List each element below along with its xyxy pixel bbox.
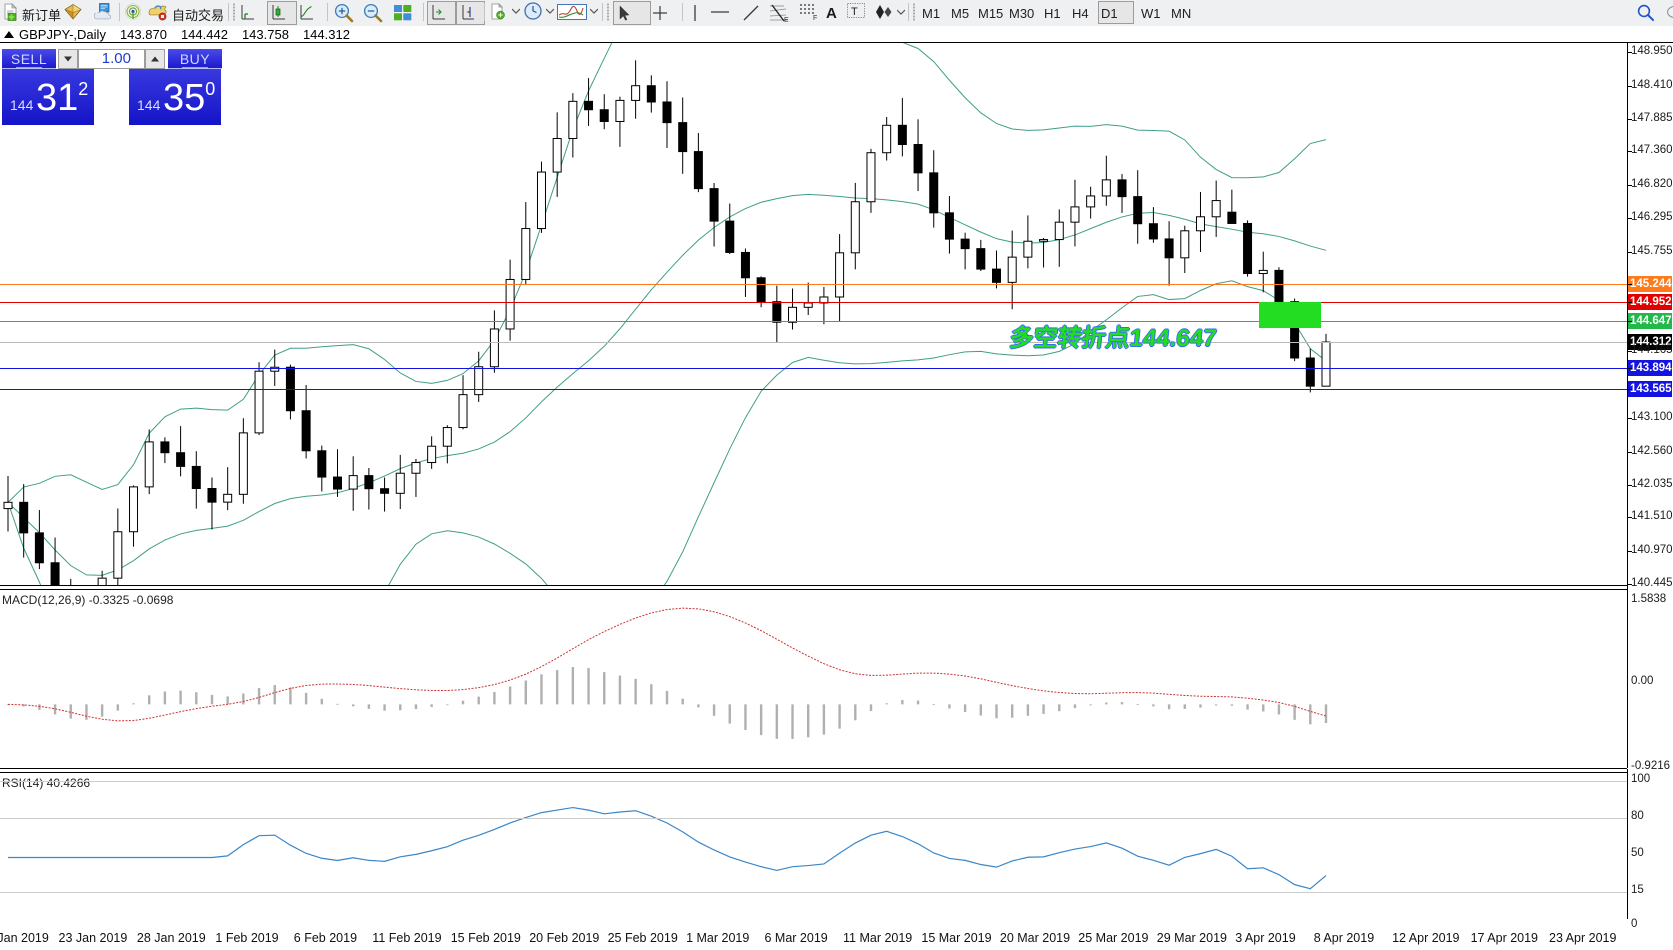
svg-text:F: F [813,15,817,21]
svg-text:E: E [784,17,789,22]
svg-text:T: T [851,6,858,18]
